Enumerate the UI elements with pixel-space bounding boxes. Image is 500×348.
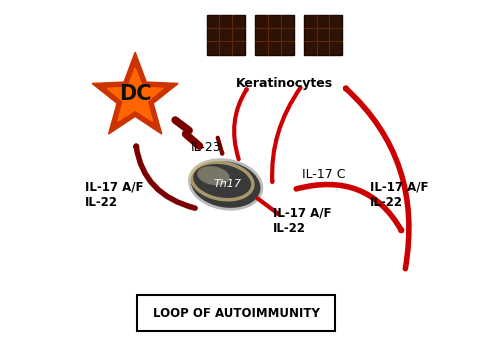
FancyBboxPatch shape	[304, 15, 342, 55]
FancyBboxPatch shape	[137, 295, 336, 331]
Text: IL-23: IL-23	[191, 141, 222, 155]
Polygon shape	[92, 52, 178, 134]
Ellipse shape	[197, 166, 230, 185]
Text: Th17: Th17	[214, 179, 242, 189]
FancyBboxPatch shape	[206, 15, 245, 55]
FancyBboxPatch shape	[255, 15, 294, 55]
Text: IL-17 A/F
IL-22: IL-17 A/F IL-22	[84, 181, 143, 209]
Text: DC: DC	[119, 84, 152, 104]
Ellipse shape	[190, 160, 262, 209]
Polygon shape	[107, 68, 163, 121]
Text: LOOP OF AUTOIMMUNITY: LOOP OF AUTOIMMUNITY	[152, 307, 320, 320]
Text: IL-17 A/F
IL-22: IL-17 A/F IL-22	[370, 181, 428, 209]
Text: Keratinocytes: Keratinocytes	[236, 77, 334, 90]
Text: IL-17 A/F
IL-22: IL-17 A/F IL-22	[272, 207, 331, 235]
Text: IL-17 C: IL-17 C	[302, 167, 346, 181]
